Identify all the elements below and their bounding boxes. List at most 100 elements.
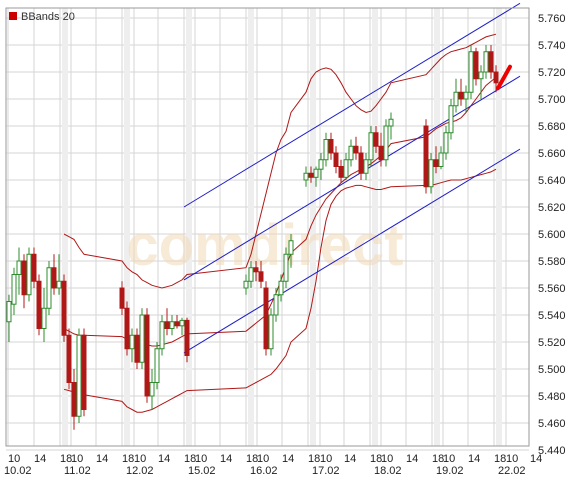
candle-body	[46, 267, 52, 309]
session-gap	[372, 8, 378, 446]
candle-body	[66, 334, 72, 383]
x-tick-time: 14	[468, 453, 480, 465]
candle-body	[448, 105, 454, 134]
y-tick-label: 5.540	[538, 310, 566, 322]
session-gap	[248, 8, 254, 446]
y-tick-label: 5.560	[538, 283, 566, 295]
x-tick-time: 10	[8, 453, 20, 465]
candle-body	[159, 321, 165, 350]
candle-body	[56, 280, 62, 289]
candle-body	[428, 159, 434, 188]
candle-body	[303, 172, 309, 181]
last-price-line	[496, 64, 512, 91]
candle-body	[144, 314, 150, 397]
session-gap	[434, 8, 440, 446]
candle-body	[253, 267, 259, 273]
watermark-text: comdirect	[126, 213, 403, 278]
candle-body	[338, 166, 344, 178]
x-tick-time: 10	[195, 453, 207, 465]
candle-body	[368, 132, 374, 161]
candle-body	[154, 348, 160, 383]
candle-body	[81, 334, 87, 410]
candle-body	[488, 51, 494, 73]
x-tick-date: 17.02	[312, 465, 340, 477]
legend-label: BBands 20	[21, 11, 75, 23]
candle-body	[134, 334, 140, 363]
y-tick-label: 5.440	[538, 445, 566, 457]
y-tick-label: 5.600	[538, 229, 566, 241]
axes: 5.760 5.740 5.720 5.700 5.680 5.660 5.640 5.620…	[4, 13, 566, 477]
y-tick-label: 5.760	[538, 13, 566, 25]
x-tick-time: 14	[530, 453, 542, 465]
x-tick-time: 14	[220, 453, 232, 465]
candle-body	[179, 319, 185, 327]
candle-body	[318, 159, 324, 170]
candle-body	[169, 321, 175, 329]
x-tick-time: 18	[122, 453, 134, 465]
candle-body	[343, 159, 349, 178]
y-tick-label: 5.480	[538, 391, 566, 403]
y-tick-label: 5.660	[538, 148, 566, 160]
grid	[6, 8, 529, 451]
x-tick-date: 16.02	[250, 465, 278, 477]
x-tick-time: 18	[370, 453, 382, 465]
candle-body	[453, 91, 459, 107]
candle-body	[478, 71, 484, 80]
candle-body	[26, 253, 32, 296]
candle-body	[308, 172, 314, 178]
band-lower	[63, 168, 497, 413]
candle-body	[388, 118, 394, 127]
x-tick-time: 14	[282, 453, 294, 465]
x-tick-date: 11.02	[64, 465, 91, 477]
x-tick-time: 14	[34, 453, 46, 465]
candle-body	[124, 307, 130, 350]
x-tick-date: 22.02	[498, 465, 526, 477]
y-tick-label: 5.520	[538, 337, 566, 349]
candle-body	[468, 51, 474, 93]
candle-body	[248, 267, 254, 282]
candle-body	[358, 152, 364, 174]
y-tick-label: 5.620	[538, 202, 566, 214]
session-gap	[496, 8, 502, 446]
x-tick-date: 12.02	[126, 465, 154, 477]
candle-body	[443, 132, 449, 154]
candle-body	[313, 168, 319, 178]
trend-channel	[183, 2, 521, 354]
candle-body	[149, 382, 155, 397]
candle-body	[41, 307, 47, 329]
candle-body	[348, 145, 354, 161]
channel-line-1	[183, 75, 521, 281]
candle-body	[333, 152, 339, 167]
band-upper	[63, 33, 497, 289]
candle-body	[473, 51, 479, 80]
x-tick-time: 10	[381, 453, 393, 465]
session-gap	[124, 8, 130, 446]
candle-body	[373, 132, 379, 147]
channel-line-2	[183, 148, 521, 354]
candle-body	[363, 159, 369, 174]
x-tick-time: 18	[308, 453, 320, 465]
session-gap	[62, 8, 68, 446]
candle-body	[463, 91, 469, 100]
x-tick-time: 14	[344, 453, 356, 465]
x-tick-date: 15.02	[188, 465, 216, 477]
candle-body	[328, 139, 334, 154]
candle-body	[184, 319, 190, 356]
candle-body	[378, 145, 384, 161]
x-tick-time: 14	[406, 453, 418, 465]
y-tick-label: 5.680	[538, 121, 566, 133]
candle-body	[438, 152, 444, 167]
candles	[6, 45, 499, 430]
x-tick-time: 18	[494, 453, 506, 465]
candle-body	[458, 91, 464, 100]
session-gap	[186, 8, 192, 446]
x-tick-date: 19.02	[436, 465, 464, 477]
x-tick-time: 18	[184, 453, 196, 465]
x-tick-date: 18.02	[374, 465, 402, 477]
x-tick-time: 14	[96, 453, 108, 465]
y-tick-label: 5.740	[538, 40, 566, 52]
candle-body	[21, 260, 27, 296]
candle-body	[263, 287, 269, 350]
